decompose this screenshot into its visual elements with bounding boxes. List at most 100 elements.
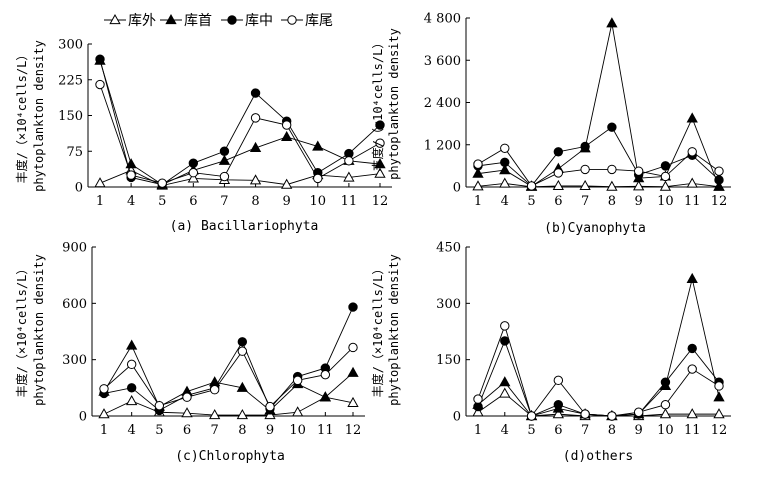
series-line	[477, 392, 719, 417]
x-tick-label: 5	[527, 194, 535, 209]
series-3	[95, 54, 385, 190]
y-tick-label: 3 600	[424, 54, 461, 69]
series-line	[477, 278, 720, 417]
data-point	[660, 161, 671, 171]
x-tick-label: 7	[211, 423, 219, 438]
x-tick-label: 10	[310, 194, 327, 209]
data-point	[580, 164, 590, 175]
data-point	[500, 336, 510, 346]
data-point	[500, 143, 510, 153]
data-point	[209, 409, 221, 420]
data-point	[344, 156, 354, 166]
y-tick-label: 150	[58, 109, 83, 124]
series-4	[95, 79, 385, 188]
data-point	[606, 180, 618, 191]
data-point	[580, 141, 590, 152]
data-point	[499, 376, 511, 387]
data-point	[347, 396, 359, 407]
series-line	[103, 347, 354, 408]
x-tick-label: 9	[266, 423, 274, 438]
data-point	[714, 175, 724, 185]
data-point	[660, 377, 671, 387]
data-point	[686, 112, 698, 123]
y-axis-label: 丰度/（×10⁴cells/L）	[370, 37, 385, 172]
x-tick-label: 11	[684, 194, 701, 209]
x-tick-label: 8	[608, 423, 616, 438]
data-point	[126, 339, 138, 350]
data-point	[348, 302, 358, 312]
data-point	[713, 408, 725, 419]
y-tick-label: 300	[436, 297, 461, 312]
data-point	[374, 167, 386, 178]
data-point	[347, 366, 359, 377]
x-tick-label: 4	[501, 194, 509, 209]
data-point	[607, 122, 617, 132]
data-point	[181, 407, 193, 418]
data-point	[579, 179, 591, 191]
data-point	[281, 178, 293, 189]
y-tick-label: 2 400	[424, 96, 461, 111]
legend-item: 库外	[104, 13, 156, 29]
data-point	[526, 411, 537, 421]
data-point	[218, 154, 231, 165]
y-tick-label: 0	[79, 410, 87, 425]
data-point	[633, 166, 644, 176]
series-1	[472, 177, 725, 191]
legend: 库外 库首 库中 库尾	[104, 13, 333, 29]
data-point	[188, 168, 199, 178]
data-point	[553, 147, 564, 157]
legend-marker	[165, 13, 177, 25]
data-point	[553, 400, 564, 410]
data-point	[499, 177, 511, 188]
y-tick-label: 0	[453, 410, 461, 425]
data-point	[319, 391, 331, 402]
data-point	[343, 171, 355, 182]
x-tick-label: 1	[474, 423, 482, 438]
data-point	[281, 130, 293, 142]
series-line	[99, 169, 381, 187]
data-point	[313, 173, 323, 184]
chart-panel: 0 300 600 900 1 4 5 6 7 8 9 10 11 12 丰度/（×10⁴cells/L） p…	[14, 241, 365, 464]
data-point	[348, 342, 358, 353]
data-point	[250, 88, 261, 98]
series-3	[473, 336, 724, 421]
data-point	[126, 394, 138, 406]
data-point	[633, 180, 645, 191]
data-point	[182, 392, 192, 402]
data-point	[237, 346, 248, 356]
x-tick-label: 12	[372, 194, 389, 209]
series-line	[99, 60, 381, 186]
data-point	[633, 407, 644, 417]
series-2	[98, 339, 359, 415]
panel-caption: (b)Cyanophyta	[544, 221, 646, 236]
chart-panel: 0 75 150 225 300 1 4 5 6 7 8 9 10 11 12 丰度/（×10⁴cells/L…	[14, 38, 392, 234]
x-tick-label: 12	[711, 423, 728, 438]
x-tick-label: 5	[155, 423, 163, 438]
data-point	[94, 177, 106, 188]
data-point	[713, 391, 725, 402]
data-point	[126, 383, 137, 393]
data-point	[607, 164, 617, 175]
x-tick-label: 9	[635, 194, 643, 209]
data-point	[499, 164, 511, 175]
x-tick-label: 7	[581, 194, 589, 209]
data-point	[713, 180, 725, 191]
y-tick-label: 900	[62, 241, 87, 256]
data-point	[580, 409, 590, 419]
data-point	[236, 409, 248, 420]
data-point	[292, 406, 304, 417]
x-tick-label: 12	[345, 423, 362, 438]
data-point	[472, 167, 484, 178]
x-tick-label: 1	[96, 194, 104, 209]
data-point	[660, 400, 671, 410]
data-point	[188, 158, 199, 168]
panel-caption: (c)Chlorophyta	[175, 449, 285, 464]
y-tick-label: 75	[66, 145, 83, 160]
data-point	[553, 168, 564, 178]
data-point	[687, 343, 697, 354]
x-tick-label: 9	[635, 423, 643, 438]
series-line	[103, 396, 354, 416]
data-point	[660, 171, 671, 182]
data-point	[219, 171, 230, 182]
x-tick-label: 10	[289, 423, 306, 438]
